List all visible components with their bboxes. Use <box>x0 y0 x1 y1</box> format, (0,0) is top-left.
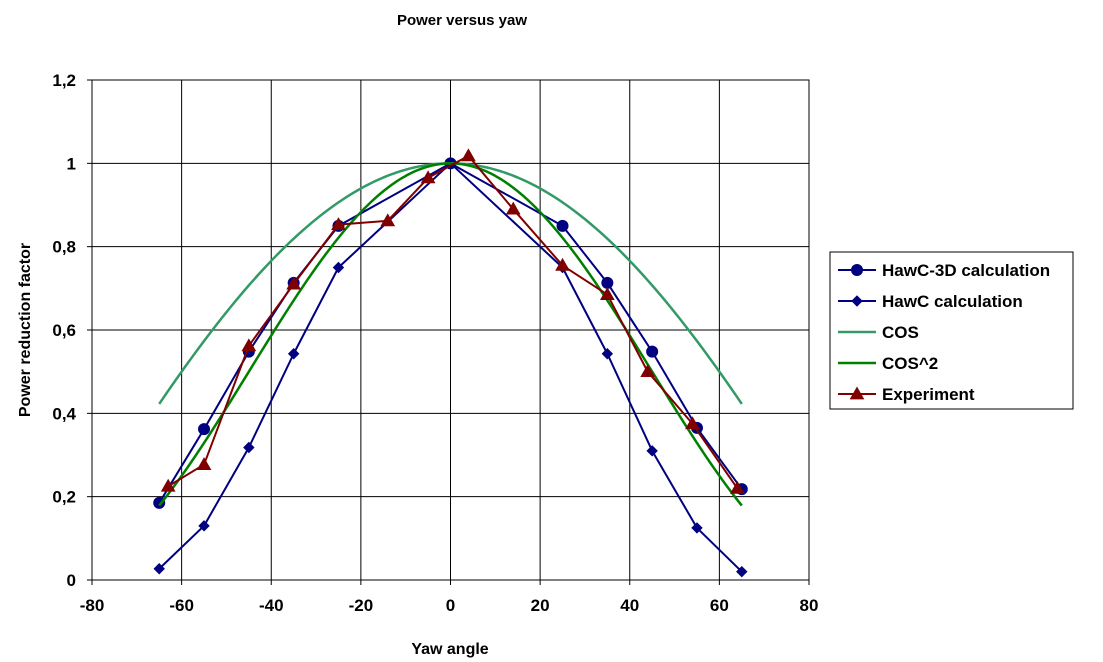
legend: HawC-3D calculation HawC calculation COS CO… <box>829 251 1074 410</box>
y-axis-label: Power reduction factor <box>17 243 34 417</box>
legend-label-hawc-calculation: HawC calculation <box>882 292 1023 311</box>
data-point-experiment <box>685 416 700 430</box>
legend-label-cos: COS <box>882 323 919 342</box>
y-tick-label: 1,2 <box>52 71 76 90</box>
legend-items: HawC-3D calculation HawC calculation COS CO… <box>838 261 1050 404</box>
y-tick-label: 0,4 <box>52 404 76 423</box>
legend-marker-experiment <box>849 386 865 400</box>
x-tick-label: 0 <box>446 596 455 615</box>
data-point-hawc-calculation <box>332 261 345 274</box>
series-cos-2 <box>158 162 743 507</box>
series-line-experiment <box>167 154 739 489</box>
legend-label-cos-2: COS^2 <box>882 354 938 373</box>
series-line-cos-2 <box>158 162 743 507</box>
legend-marker-hawc-3d-calculation <box>851 264 863 276</box>
data-point-hawc-calculation <box>601 348 614 360</box>
chart-title: Power versus yaw <box>397 12 527 29</box>
data-point-hawc-calculation <box>736 565 748 578</box>
data-point-experiment <box>331 217 346 230</box>
data-point-experiment <box>555 257 570 271</box>
data-point-hawc-calculation <box>153 563 165 575</box>
legend-item-cos-2: COS^2 <box>838 354 938 373</box>
data-point-hawc-3d-calculation <box>556 219 569 232</box>
data-point-experiment <box>640 364 656 378</box>
x-tick-label: -60 <box>169 596 194 615</box>
data-point-experiment <box>380 213 396 227</box>
data-point-hawc-calculation <box>243 441 255 454</box>
x-axis-label: Yaw angle <box>411 641 488 658</box>
legend-item-hawc-calculation: HawC calculation <box>838 292 1023 311</box>
data-point-experiment <box>420 170 436 184</box>
x-tick-label: -20 <box>349 596 374 615</box>
series-layer <box>153 148 748 578</box>
x-tick-label: -40 <box>259 596 284 615</box>
series-experiment <box>160 148 745 494</box>
data-point-experiment <box>599 287 615 300</box>
y-tick-label: 0 <box>67 571 76 590</box>
y-tick-label: 0,6 <box>52 321 76 340</box>
legend-marker-hawc-calculation <box>851 295 863 307</box>
data-point-hawc-calculation <box>691 522 703 534</box>
data-point-experiment <box>196 457 212 470</box>
legend-box <box>829 251 1074 410</box>
x-tick-label: 60 <box>710 596 729 615</box>
data-point-hawc-calculation <box>198 520 210 532</box>
data-point-hawc-calculation <box>287 348 300 360</box>
data-point-experiment <box>461 148 476 162</box>
x-tick-label: 20 <box>531 596 550 615</box>
y-tick-label: 0,8 <box>52 238 76 257</box>
data-point-experiment <box>729 480 745 494</box>
y-tick-label: 0,2 <box>52 488 76 507</box>
legend-item-experiment: Experiment <box>838 385 975 404</box>
x-tick-label: -80 <box>80 596 105 615</box>
data-point-experiment <box>241 338 257 352</box>
x-tick-label: 80 <box>800 596 819 615</box>
x-tick-label: 40 <box>620 596 639 615</box>
data-point-hawc-3d-calculation <box>601 276 614 289</box>
y-axis-ticks: 0 0,2 0,4 0,6 0,8 1 1,2 <box>52 71 92 590</box>
legend-item-hawc-3d-calculation: HawC-3D calculation <box>838 261 1050 280</box>
data-point-hawc-3d-calculation <box>198 423 211 436</box>
data-point-experiment <box>286 276 302 290</box>
y-tick-label: 1 <box>67 154 76 173</box>
data-point-hawc-calculation <box>646 445 658 457</box>
data-point-experiment <box>160 478 176 492</box>
x-axis-ticks: -80 -60 -40 -20 0 20 40 60 80 <box>80 580 819 615</box>
legend-item-cos: COS <box>838 323 919 342</box>
legend-label-experiment: Experiment <box>882 385 975 404</box>
data-point-hawc-3d-calculation <box>646 345 659 358</box>
data-point-experiment <box>505 201 521 215</box>
legend-label-hawc-3d-calculation: HawC-3D calculation <box>882 261 1050 280</box>
